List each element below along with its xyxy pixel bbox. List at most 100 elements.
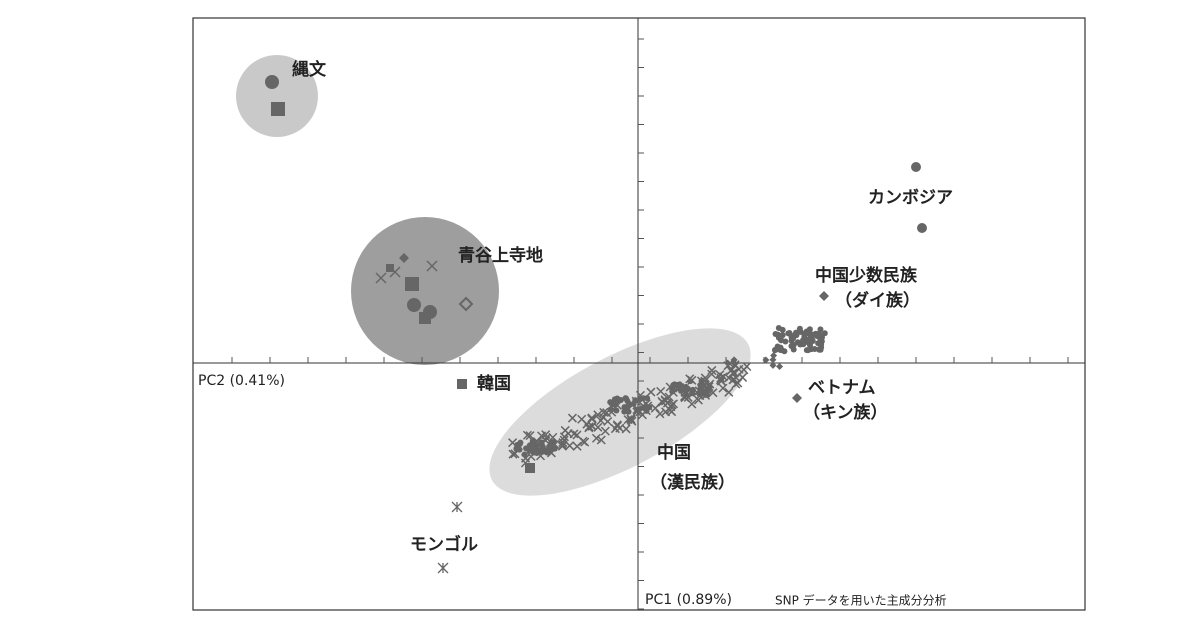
point xyxy=(739,365,749,375)
point xyxy=(615,423,625,433)
point xyxy=(375,272,387,284)
point xyxy=(407,298,421,312)
group-label: 縄文 xyxy=(292,59,327,80)
point xyxy=(558,438,568,448)
point xyxy=(569,429,579,439)
point xyxy=(815,340,822,347)
point xyxy=(521,451,528,458)
point xyxy=(705,387,712,394)
point xyxy=(567,413,577,423)
point xyxy=(547,440,554,447)
group-label: ベトナム xyxy=(808,378,876,398)
point xyxy=(775,325,782,332)
china-area xyxy=(489,328,751,496)
point xyxy=(643,407,650,414)
plot-frame xyxy=(192,17,1086,611)
point xyxy=(630,400,637,407)
point xyxy=(738,372,748,382)
point xyxy=(707,369,717,379)
group-label: 韓国 xyxy=(477,373,511,394)
point xyxy=(559,432,569,442)
point xyxy=(591,433,601,443)
point xyxy=(517,439,524,446)
point xyxy=(687,378,694,385)
point xyxy=(389,266,401,278)
point xyxy=(715,370,725,380)
group-label: 青谷上寺地 xyxy=(458,245,543,266)
point xyxy=(656,386,666,396)
point xyxy=(265,75,279,89)
point xyxy=(593,422,603,432)
point xyxy=(426,260,438,272)
point xyxy=(596,416,606,426)
point xyxy=(687,399,697,409)
y-axis-label: PC2 (0.41%) xyxy=(198,373,285,389)
point xyxy=(548,432,558,442)
note: SNP データを用いた主成分分析 xyxy=(775,593,947,608)
point xyxy=(689,386,696,393)
point xyxy=(807,342,814,349)
point xyxy=(458,296,474,312)
group-label: カンボジア xyxy=(868,188,953,208)
point xyxy=(526,447,533,454)
point xyxy=(911,162,921,172)
point xyxy=(776,362,784,370)
point xyxy=(785,330,792,337)
group-label: 中国少数民族 xyxy=(815,265,918,286)
point xyxy=(679,391,689,402)
point xyxy=(405,277,419,291)
point xyxy=(697,385,704,392)
point xyxy=(769,361,777,369)
point xyxy=(716,373,726,383)
point xyxy=(718,383,728,393)
point xyxy=(707,365,717,375)
point xyxy=(607,406,614,413)
point xyxy=(809,336,816,343)
point xyxy=(437,562,449,574)
point xyxy=(698,378,705,385)
point xyxy=(611,396,618,403)
point xyxy=(626,401,633,408)
point xyxy=(668,399,679,409)
point xyxy=(533,443,540,450)
point xyxy=(769,356,777,364)
point xyxy=(580,437,590,447)
point xyxy=(770,351,778,359)
point xyxy=(627,416,637,426)
point xyxy=(533,450,540,457)
point xyxy=(723,361,733,371)
point xyxy=(419,312,431,324)
point xyxy=(625,408,632,415)
point xyxy=(513,445,520,452)
point xyxy=(559,435,569,445)
point xyxy=(670,382,677,389)
point xyxy=(788,334,795,341)
jomon-area xyxy=(236,55,318,137)
point xyxy=(782,338,789,345)
point xyxy=(577,414,587,424)
point xyxy=(650,403,660,413)
point xyxy=(790,346,797,353)
point xyxy=(584,423,594,433)
point xyxy=(669,388,676,395)
point xyxy=(657,396,667,406)
point xyxy=(644,395,651,402)
point xyxy=(646,387,656,397)
point xyxy=(399,253,409,263)
point xyxy=(762,356,770,364)
point xyxy=(626,414,636,424)
point xyxy=(634,407,641,414)
point xyxy=(621,404,628,411)
point xyxy=(572,430,582,440)
group-label: （キン族） xyxy=(803,402,888,423)
point xyxy=(816,346,823,353)
point xyxy=(609,401,616,408)
group-label: （漢民族） xyxy=(650,472,735,493)
point xyxy=(593,410,603,420)
point xyxy=(811,346,818,353)
point xyxy=(772,330,779,337)
point xyxy=(724,387,734,397)
point xyxy=(794,339,801,346)
group-label: （ダイ族） xyxy=(835,290,920,311)
point xyxy=(728,375,738,385)
